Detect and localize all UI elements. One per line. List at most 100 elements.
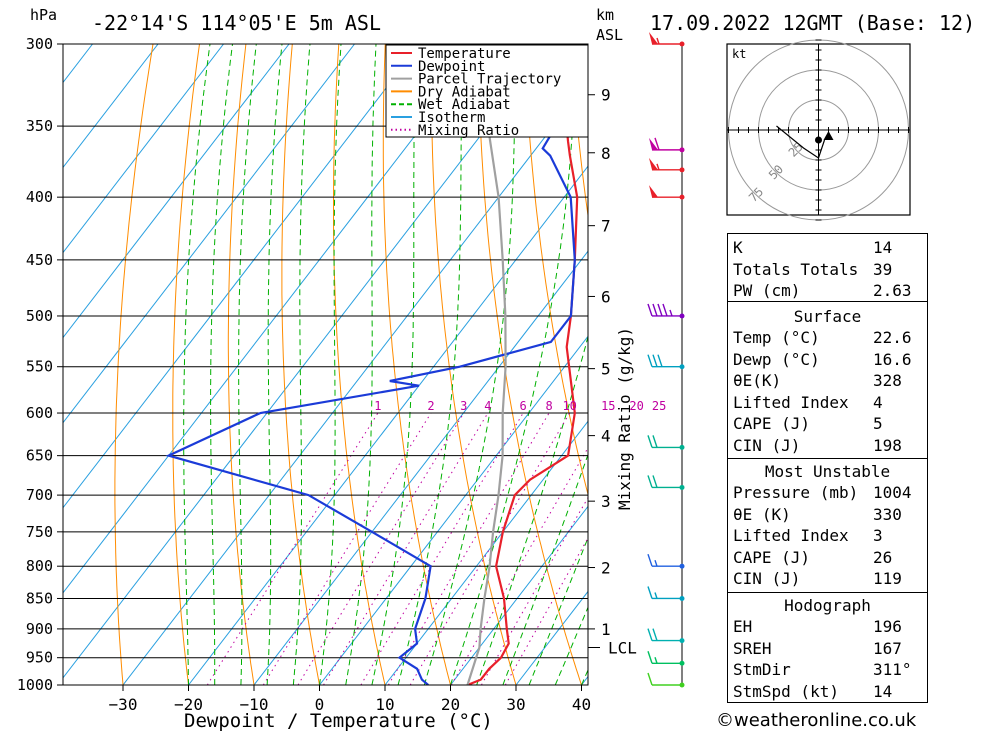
dry-adiabat-line	[989, 44, 1000, 685]
wind-barb	[649, 185, 685, 200]
mixing-ratio-value-label: 4	[484, 399, 491, 413]
isotherm-line	[63, 44, 355, 424]
x-axis-label: Dewpoint / Temperature (°C)	[184, 710, 493, 732]
wind-barb-feather	[647, 475, 653, 488]
legend-box	[385, 44, 589, 138]
pressure-tick-label: 650	[26, 447, 53, 465]
index-row: θE (K) 330	[728, 504, 927, 525]
index-label: Lifted Index	[733, 392, 849, 412]
isotherm-line	[188, 165, 588, 685]
pressure-tick-label: 950	[26, 649, 53, 667]
height-tick-label: 2	[601, 559, 611, 578]
wind-barb-feather	[657, 303, 663, 317]
credit-link[interactable]: ©weatheronline.co.uk	[716, 710, 917, 731]
index-label: θE(K)	[733, 371, 782, 391]
pressure-tick-label: 350	[26, 117, 53, 135]
wind-barb-feather	[652, 475, 658, 488]
wind-barb	[647, 628, 685, 644]
mixing-ratio-line	[262, 412, 432, 685]
legend-entry-label: Mixing Ratio	[418, 123, 519, 139]
index-value: 2.63	[873, 281, 912, 301]
dry-adiabat-line	[114, 44, 154, 685]
mixing-ratio-value-label: 3	[460, 399, 467, 413]
mixing-ratio-labels: 1 2 3 4 6 8 10 15 20 25	[374, 399, 666, 413]
mixing-ratio-value-label: 6	[520, 399, 527, 413]
index-label: StmSpd (kt)	[733, 681, 839, 701]
wind-barb-feather	[647, 553, 653, 567]
isotherm-line	[63, 44, 486, 594]
index-label: CAPE (J)	[733, 547, 811, 567]
wind-barb-feather	[652, 628, 658, 641]
index-label: θE (K)	[733, 504, 791, 524]
pressure-tick-label: 1000	[17, 676, 53, 694]
pressure-tick-label: 800	[26, 557, 53, 575]
legend-entry-label: Dry Adiabat	[418, 84, 511, 100]
index-row: CIN (J) 198	[728, 435, 927, 456]
isotherm-line	[384, 420, 588, 685]
legend-entry-label: Parcel Trajectory	[418, 72, 561, 88]
index-row: PW (cm) 2.63	[728, 280, 927, 301]
wind-barb-pennant	[649, 185, 658, 198]
wind-barb-feather	[647, 303, 653, 317]
pressure-tick-label: 850	[26, 589, 53, 607]
wet-adiabat-line	[397, 44, 463, 685]
isotherm-line	[63, 44, 290, 339]
mixing-ratio-value-label: 15	[601, 399, 615, 413]
isotherm-line	[122, 80, 588, 685]
hodograph-heading: Hodograph	[784, 596, 871, 615]
index-label: PW (cm)	[733, 281, 801, 301]
pressure-tick-label: 500	[26, 307, 53, 325]
wind-barb	[647, 354, 685, 370]
sounding-profiles	[165, 44, 579, 685]
mixing-ratio-line	[297, 412, 465, 685]
height-tick-label: 7	[601, 217, 611, 236]
isotherm-line	[450, 505, 588, 685]
wind-barb-feather	[654, 137, 660, 151]
index-value: 167	[873, 638, 902, 658]
index-row: Lifted Index 4	[728, 392, 927, 413]
index-row: CIN (J) 119	[728, 568, 927, 589]
wind-barb-feather	[652, 303, 658, 317]
wind-barb-half-feather	[669, 309, 673, 317]
isotherm-line	[319, 335, 588, 685]
index-row: CAPE (J) 5	[728, 413, 927, 434]
pressure-tick-label: 400	[26, 188, 53, 206]
index-label: SREH	[733, 638, 772, 658]
dry-adiabat-line	[333, 44, 386, 685]
index-row: θE(K) 328	[728, 370, 927, 391]
index-value: 119	[873, 569, 902, 589]
index-value: 26	[873, 547, 893, 567]
index-label: Temp (°C)	[733, 328, 820, 347]
index-label: Lifted Index	[733, 526, 849, 546]
index-row: StmSpd (kt) 14	[728, 681, 927, 702]
height-tick-label: 4	[601, 427, 611, 446]
wind-barb-pennant	[649, 157, 658, 170]
temperature-tick-label: 40	[572, 695, 591, 714]
pressure-tick-label: 550	[26, 358, 53, 376]
temperature-tick-label: 30	[506, 695, 525, 714]
pressure-tick-label: 750	[26, 523, 53, 541]
index-value: 22.6	[873, 328, 912, 347]
index-value: 14	[873, 238, 893, 257]
height-tick-label: 8	[601, 144, 611, 163]
legend-entry-label: Isotherm	[418, 110, 485, 126]
temperature-tick-label: 20	[441, 695, 460, 714]
pressure-tick-label: 700	[26, 486, 53, 504]
wet-adiabat-line	[423, 44, 517, 685]
wind-barb-feather	[657, 354, 663, 367]
wind-barb-feather	[647, 586, 653, 599]
isotherm-line	[63, 44, 159, 169]
wet-adiabat-line	[210, 44, 233, 685]
most-unstable-heading: Most Unstable	[764, 462, 891, 481]
temperature-axis: −30 −20 −10 0 10 20 30 40	[109, 685, 591, 714]
isobar-lines	[63, 43, 588, 686]
legend-entry-label: Temperature	[418, 46, 511, 62]
wind-barb	[647, 553, 685, 569]
wind-barb	[649, 32, 685, 47]
wet-adiabat-line	[319, 44, 342, 685]
mixing-ratio-line	[387, 412, 550, 685]
index-value: 14	[873, 681, 893, 701]
